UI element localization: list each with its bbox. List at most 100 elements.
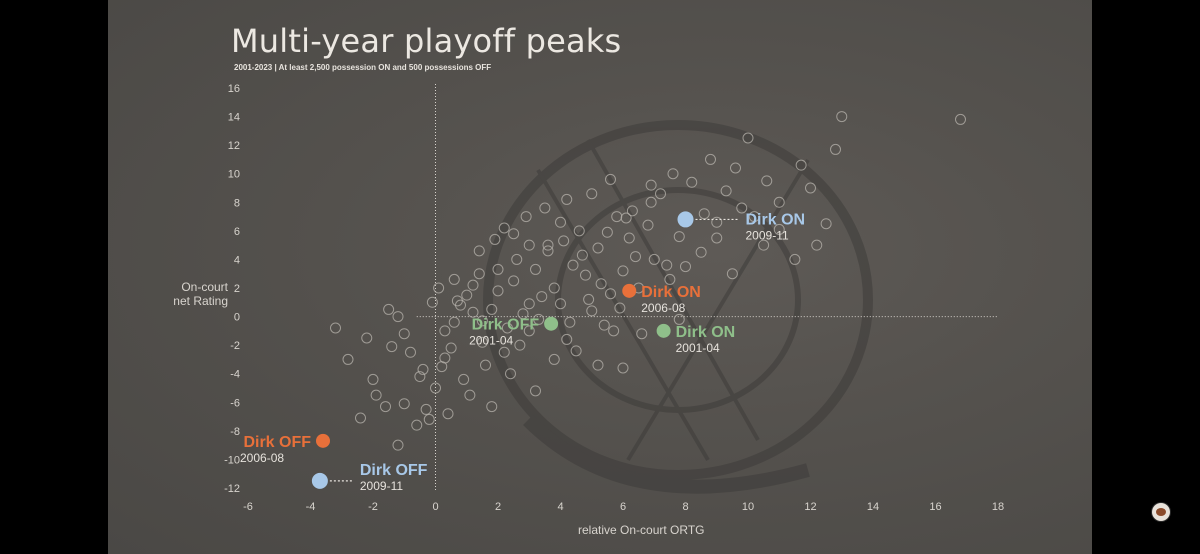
scatter-point [711,232,723,244]
scatter-point [420,403,432,415]
avatar[interactable] [1152,503,1170,521]
scatter-point [630,251,641,263]
scatter-point [505,368,516,380]
scatter-point [558,235,570,247]
scatter-point [439,352,451,364]
scatter-point [383,303,395,315]
scatter-point [720,185,732,197]
scatter-point [645,179,657,191]
scatter-point [430,382,441,394]
chart-title: Multi-year playoff peaks [231,22,622,60]
x-tick-label: -6 [243,501,253,513]
scatter-point [620,212,632,224]
scatter-point [342,353,354,365]
scatter-point [811,239,823,251]
axes-layer: -6 -4 -2 0 2 4 6 8 10 12 14 16 18 -12 -10 -8 -6 -4 -2 0 2 4 6 8… [224,83,1004,513]
scatter-point [567,259,579,271]
scatter-point [705,153,716,165]
highlight-years: 2006-08 [641,301,685,315]
highlight-label: Dirk ON [746,211,806,228]
scatter-point [476,315,488,327]
scatter-point [686,176,698,188]
scatter-point [605,173,616,185]
scatter-point [398,328,410,340]
background-points [330,111,966,451]
x-tick-label: 12 [804,501,816,513]
scatter-point [486,303,498,315]
chart-subtitle: 2001-2023 | At least 2,500 possession ON… [234,63,492,72]
scatter-point [411,419,423,431]
scatter-point [405,346,416,358]
scatter-point [386,341,398,353]
scatter-point [614,302,626,314]
scatter-point [498,222,510,234]
scatter-point [645,196,657,208]
x-tick-label: 16 [929,501,941,513]
scatter-point [514,339,526,351]
highlight-point [311,472,328,489]
scatter-point [523,239,535,251]
scatter-point [473,245,485,257]
scatter-point [586,188,598,200]
scatter-point [523,298,535,310]
highlight-label: Dirk ON [676,324,736,341]
scatter-point [617,362,629,374]
scatter-point [539,202,551,214]
highlight-point [316,433,330,448]
scatter-point [561,193,573,205]
scatter-point [439,325,451,337]
scatter-point [530,263,541,275]
scatter-point [517,308,529,320]
y-tick-label: 12 [228,140,240,152]
scatter-point [392,439,404,451]
scatter-point [726,268,738,280]
y-tick-label: -6 [230,397,240,409]
y-tick-label: 14 [228,112,240,124]
scatter-point [955,113,966,125]
x-axis-label: relative On-court ORTG [578,523,705,537]
scatter-point [655,188,666,200]
scatter-point [592,359,604,371]
scatter-point [564,316,576,328]
scatter-point [417,363,429,375]
scatter-chart: -6 -4 -2 0 2 4 6 8 10 12 14 16 18 -12 -10 -8 -6 -4 -2 0 2 4 6 8… [224,83,1004,513]
highlight-point [622,283,637,298]
scatter-point [748,211,760,223]
y-axis-label-line2: net Rating [173,294,228,308]
scatter-point [730,162,741,174]
x-tick-label: 2 [495,501,501,513]
scatter-point [742,132,754,144]
scatter-point [523,325,535,337]
scatter-point [673,231,685,243]
scatter-point [451,295,463,307]
scatter-point [711,216,723,228]
highlight-label: Dirk OFF [360,462,428,479]
scatter-point [480,359,491,371]
scatter-point [448,316,460,328]
scatter-point [380,401,391,413]
y-tick-label: 4 [234,254,240,266]
scatter-point [423,413,435,425]
slide: -6 -4 -2 0 2 4 6 8 10 12 14 16 18 -12 -10 -8 -6 -4 -2 0 2 4 6 8… [108,0,1092,554]
highlight-point [677,211,694,228]
y-tick-label: 2 [234,283,240,295]
scatter-point [648,253,660,265]
scatter-point [355,412,366,424]
scatter-point [542,245,554,257]
scatter-point [642,219,654,231]
scatter-point [536,291,548,303]
scatter-point [608,325,620,337]
scatter-point [367,373,379,385]
scatter-point [501,322,513,334]
scatter-point [508,228,520,240]
y-tick-label: -4 [230,369,240,381]
scatter-point [426,296,438,308]
scatter-point [448,273,460,285]
highlight-years: 2001-04 [469,334,513,348]
y-tick-label: 8 [234,197,240,209]
scatter-point [489,233,501,245]
scatter-point [789,253,801,265]
scatter-point [576,249,588,261]
scatter-point [820,218,832,230]
scatter-point [520,211,532,223]
